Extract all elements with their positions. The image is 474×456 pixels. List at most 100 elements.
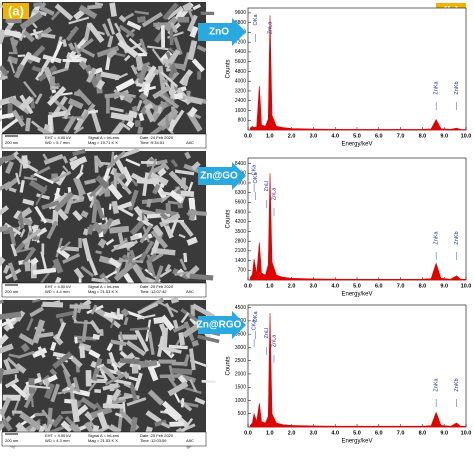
y-tick-label: 1500 — [235, 385, 246, 391]
crystal — [113, 241, 135, 251]
crystal — [111, 362, 119, 369]
crystal — [184, 151, 192, 160]
crystal — [173, 36, 183, 56]
y-tick-label: 7000 — [235, 180, 246, 186]
crystal — [134, 10, 150, 15]
crystal — [10, 38, 19, 46]
x-tick-label: 1.0 — [266, 283, 274, 289]
crystal — [128, 37, 148, 56]
crystal — [78, 60, 88, 70]
crystal — [42, 301, 64, 308]
crystal — [184, 95, 203, 105]
crystal — [136, 314, 156, 320]
crystal — [8, 353, 20, 359]
crystal — [105, 238, 115, 246]
crystal — [24, 261, 31, 272]
crystal — [7, 262, 18, 281]
crystal — [73, 267, 85, 280]
crystal — [0, 333, 9, 355]
x-tick-label: 7.0 — [397, 133, 405, 139]
crystal — [96, 374, 105, 379]
annotation: ZnLa — [267, 21, 273, 34]
crystal — [174, 271, 189, 276]
crystal — [146, 198, 152, 208]
crystal — [133, 372, 143, 391]
crystal — [51, 110, 71, 118]
sem-info: Signal A = InLens — [88, 284, 119, 289]
x-tick-label: 10.0 — [461, 283, 472, 289]
sample-label: Zn@GO — [200, 171, 238, 182]
crystal — [197, 334, 220, 344]
crystal — [165, 202, 172, 215]
crystal — [135, 120, 141, 127]
crystal — [160, 70, 178, 88]
sem-info: WD = 4.4 mm — [45, 289, 70, 294]
crystal — [106, 48, 118, 59]
crystal — [119, 358, 140, 364]
crystal — [4, 377, 20, 389]
sem-info: Time :12:07:42 — [140, 289, 167, 294]
crystal — [186, 14, 198, 33]
crystal — [8, 95, 32, 115]
crystal — [50, 40, 63, 64]
crystal — [53, 191, 74, 213]
crystal — [168, 68, 176, 79]
crystal — [166, 5, 184, 20]
x-tick-label: 7.0 — [397, 430, 405, 436]
crystal — [40, 251, 48, 272]
crystal — [86, 67, 97, 84]
crystal — [35, 185, 48, 206]
sem-info: Mag = 21.53 K X — [88, 289, 118, 294]
crystal — [78, 238, 82, 249]
y-tick-label: 500 — [238, 411, 247, 417]
crystal — [30, 257, 39, 266]
crystal — [73, 321, 92, 325]
crystal — [178, 233, 186, 239]
sem-info: Mag = 19.71 K X — [88, 140, 118, 145]
x-tick-label: 0.0 — [244, 430, 252, 436]
crystal — [130, 64, 139, 75]
crystal — [174, 169, 195, 176]
crystal — [157, 167, 167, 177]
sem-info: WD = 4.3 mm — [45, 438, 70, 443]
crystal — [0, 75, 8, 81]
crystal — [173, 92, 183, 100]
crystal — [20, 343, 30, 353]
y-tick-label: 1000 — [235, 398, 246, 404]
crystal — [72, 390, 82, 395]
annotation: OKa — [253, 172, 259, 184]
crystal — [145, 410, 162, 424]
crystal — [31, 298, 41, 303]
sem-info: Mag = 21.53 K X — [88, 438, 118, 443]
sem-info: Date :25 Feb 2020 — [140, 433, 174, 438]
x-tick-label: 10.0 — [461, 430, 472, 436]
crystal — [136, 16, 146, 23]
crystal — [159, 79, 168, 84]
crystal — [106, 394, 113, 405]
crystal — [201, 380, 216, 384]
crystal — [50, 341, 57, 352]
crystal — [19, 411, 42, 431]
crystal — [84, 411, 95, 422]
crystal — [158, 359, 177, 364]
label-box — [3, 3, 29, 19]
crystal — [135, 99, 143, 112]
x-tick-label: 6.0 — [375, 133, 383, 139]
crystal — [131, 263, 150, 286]
crystal — [106, 342, 114, 352]
crystal — [51, 171, 72, 183]
crystal — [110, 388, 122, 402]
crystal — [0, 117, 3, 129]
crystal — [0, 415, 12, 434]
crystal — [0, 29, 7, 45]
crystal — [194, 397, 206, 405]
crystal — [123, 94, 134, 104]
crystal — [108, 203, 112, 210]
y-tick-label: 4800 — [235, 69, 246, 75]
crystal — [159, 374, 178, 379]
annotation: ZnLl — [264, 181, 270, 192]
crystal — [129, 327, 150, 331]
crystal — [187, 106, 198, 118]
